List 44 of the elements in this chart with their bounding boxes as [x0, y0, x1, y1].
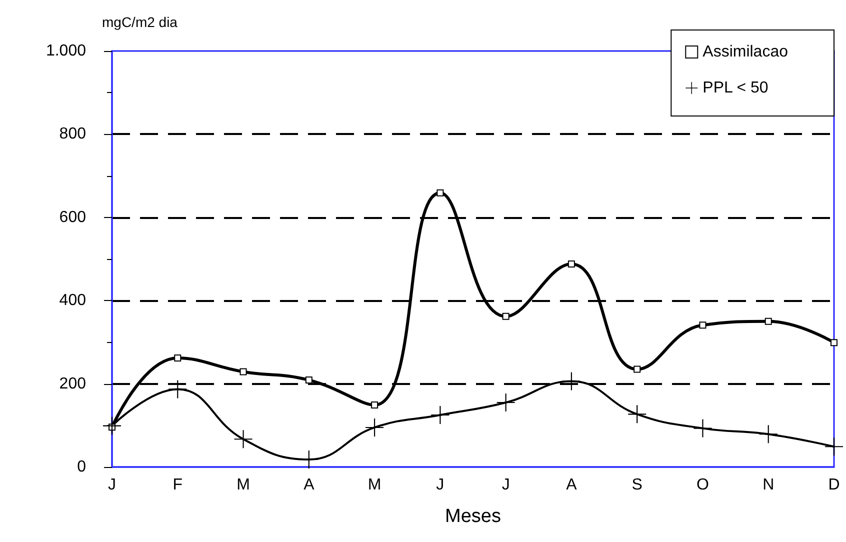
- x-tick-label: M: [236, 476, 250, 494]
- y-tick-label: 200: [59, 375, 86, 392]
- x-tick-label: A: [304, 476, 315, 494]
- point: [568, 260, 575, 268]
- legend-label: PPL < 50: [702, 80, 768, 96]
- x-tick-label: O: [696, 476, 709, 494]
- point: [366, 418, 384, 436]
- point: [825, 438, 843, 456]
- point: [699, 322, 706, 329]
- x-tick-label: J: [502, 476, 510, 494]
- x-tick-label: M: [368, 476, 382, 494]
- point: [562, 372, 580, 390]
- point: [436, 189, 444, 196]
- point: [103, 416, 121, 435]
- y-tick-label: 800: [59, 126, 86, 143]
- x-tick-label: J: [436, 476, 444, 494]
- point: [764, 318, 772, 325]
- y-axis-title: mgC/m2 dia: [102, 14, 178, 30]
- y-tick-label: 400: [59, 292, 86, 310]
- point: [694, 419, 712, 438]
- point: [634, 366, 641, 373]
- legend-label: Assimilacao: [702, 44, 788, 60]
- x-tick-label: N: [762, 476, 774, 494]
- x-tick-label: A: [566, 476, 578, 494]
- point: [628, 405, 646, 424]
- point: [234, 430, 252, 448]
- point: [496, 394, 515, 412]
- x-tick-label: D: [828, 476, 840, 494]
- point: [759, 425, 778, 444]
- point: [305, 376, 312, 384]
- point: [174, 354, 182, 362]
- y-tick-label: 600: [59, 208, 86, 226]
- point: [240, 368, 247, 376]
- x-tick-label: J: [108, 476, 116, 494]
- point: [168, 380, 187, 398]
- y-tick-label: 1.000: [46, 42, 86, 60]
- y-tick-label: 0: [77, 458, 86, 476]
- x-axis-title: Meses: [445, 506, 501, 527]
- x-tick-label: S: [632, 476, 642, 494]
- point: [371, 402, 378, 409]
- point: [502, 312, 510, 320]
- x-tick-label: F: [172, 476, 183, 494]
- point: [431, 406, 450, 424]
- point: [830, 339, 838, 346]
